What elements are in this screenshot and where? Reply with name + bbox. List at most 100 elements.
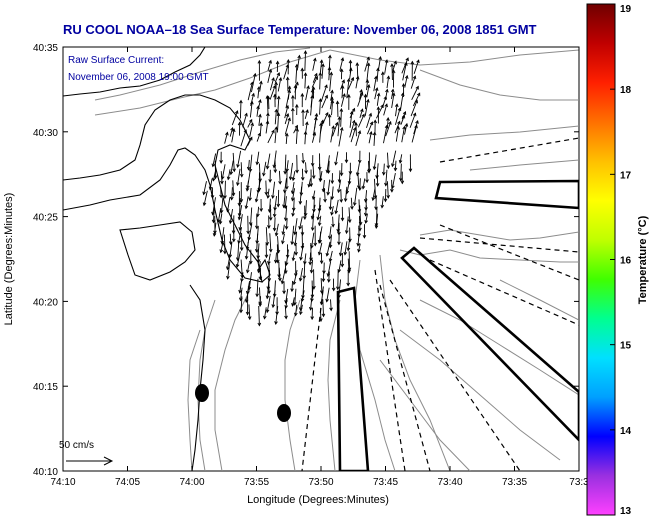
current-vector: [343, 241, 348, 256]
current-vector: [394, 120, 401, 134]
current-vector: [298, 186, 303, 205]
dashed-radial: [439, 224, 579, 281]
current-vector: [386, 181, 390, 199]
current-vector: [330, 125, 335, 143]
current-vector: [247, 81, 254, 101]
current-vector: [339, 108, 344, 127]
bathymetry-contour: [284, 299, 301, 471]
current-vector: [246, 159, 251, 171]
colorbar-ticks: 19 18 17 16 15 14 13: [610, 3, 632, 517]
current-vector: [332, 121, 339, 137]
current-vector: [256, 206, 260, 218]
current-vector: [275, 60, 280, 72]
current-vector: [349, 119, 356, 138]
current-vector: [304, 109, 309, 119]
current-vector: [290, 280, 294, 293]
current-vector: [291, 107, 295, 125]
bathymetry-contour: [399, 249, 579, 263]
coastline-long-island: [63, 47, 206, 97]
current-vector: [285, 171, 289, 190]
bathymetry-contour: [94, 49, 331, 116]
coastline: [63, 47, 271, 471]
current-vector: [301, 109, 305, 127]
current-vector: [347, 207, 352, 224]
current-vector: [302, 260, 307, 280]
current-vector: [409, 112, 417, 128]
current-vector: [366, 84, 371, 98]
current-vector: [323, 188, 327, 203]
current-vector: [363, 93, 368, 110]
current-vector: [331, 278, 336, 292]
current-vector: [398, 163, 403, 182]
current-vector: [330, 206, 334, 216]
current-vector: [219, 187, 223, 199]
current-vector: [254, 187, 260, 203]
current-vector: [293, 218, 298, 236]
current-vector: [274, 126, 278, 144]
bathymetry-contour: [187, 329, 201, 471]
current-vector: [231, 226, 236, 243]
current-vector: [364, 213, 368, 224]
current-vector: [281, 233, 285, 245]
current-vector: [259, 80, 263, 92]
current-vector: [380, 71, 385, 83]
current-vector: [326, 179, 331, 196]
current-vector: [321, 94, 328, 109]
current-vector: [358, 178, 362, 191]
dashed-radials: [301, 137, 579, 471]
current-vector: [367, 160, 371, 174]
current-vector: [223, 180, 227, 200]
current-vector: [327, 271, 331, 283]
bathymetry-contours: [94, 47, 579, 471]
current-vector: [316, 204, 322, 221]
current-vector: [300, 92, 305, 108]
current-vector: [364, 98, 370, 117]
current-vector: [319, 122, 323, 143]
colorbar-tick-label: 15: [620, 341, 632, 352]
current-vector: [250, 72, 257, 93]
current-vector: [339, 163, 344, 177]
x-tick-label: 73:35: [502, 477, 527, 488]
current-vector: [383, 103, 388, 116]
current-vector: [320, 84, 328, 102]
current-vector: [259, 199, 264, 212]
current-vector: [293, 84, 298, 100]
current-vector: [274, 306, 279, 325]
y-tick-label: 40:25: [33, 213, 58, 224]
current-vector: [346, 236, 351, 252]
current-vector: [265, 95, 270, 116]
current-vector: [401, 57, 409, 74]
current-vector: [237, 121, 242, 136]
current-vector: [319, 59, 324, 74]
current-vector: [210, 187, 215, 199]
current-vector: [274, 108, 279, 125]
figure-title: RU COOL NOAA–18 Sea Surface Temperature:…: [63, 22, 537, 37]
current-vector: [288, 162, 293, 181]
current-vector: [311, 163, 316, 180]
current-vector: [211, 153, 217, 168]
bathymetry-contour: [94, 47, 311, 101]
current-vector: [357, 91, 364, 107]
current-vector: [398, 154, 403, 164]
current-vector: [220, 227, 225, 245]
current-vector: [245, 295, 250, 316]
current-vector: [328, 250, 333, 263]
x-tick-label: 74:00: [179, 477, 204, 488]
current-vector: [284, 117, 291, 135]
current-vector: [311, 131, 317, 143]
current-vector: [239, 162, 244, 178]
current-vector: [294, 63, 299, 83]
bathymetry-contour: [429, 125, 579, 141]
current-label-line2: November 06, 2008 19:00 GMT: [68, 72, 209, 83]
current-vector: [343, 186, 348, 203]
dashed-radial: [374, 269, 406, 471]
current-vector: [208, 178, 213, 191]
bathymetry-contour: [419, 229, 579, 241]
current-vector: [349, 110, 354, 128]
current-vector: [295, 154, 299, 174]
current-vector: [239, 99, 243, 119]
current-vector: [254, 215, 259, 230]
current-vector: [236, 150, 242, 169]
current-vector: [386, 152, 391, 170]
